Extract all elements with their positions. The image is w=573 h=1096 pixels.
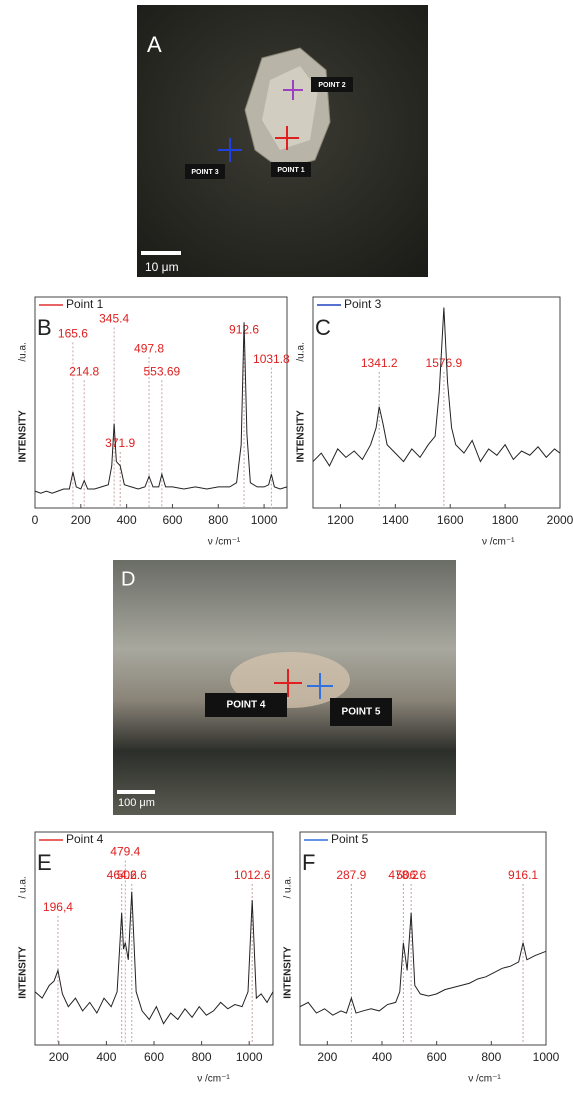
x-tick-label: 1000 [251,513,278,527]
scale-label: 100 μm [118,797,155,809]
y-axis-unit: / u.a. [18,876,29,898]
legend-label: Point 5 [331,832,369,846]
x-tick-label: 400 [372,1050,392,1064]
x-tick-label: 1000 [533,1050,560,1064]
y-axis-label: INTENSITY [296,410,307,463]
peak-label: 287.9 [336,868,366,882]
peak-label: 371.9 [105,436,135,450]
peak-label: 1341.2 [361,356,398,370]
scale-label: 10 μm [145,260,179,274]
y-axis-unit: /u.a. [18,342,29,361]
micrograph-a: POINT 2 POINT 1 POINT 3 A 10 μm [137,5,428,277]
panel-letter: D [121,568,135,590]
x-axis-label: ν /cm⁻¹ [482,537,515,548]
figure: POINT 2POINT 1POINT 3A10 μm POINT 4POINT… [0,0,573,1096]
y-axis-unit: /u.a. [296,342,307,361]
x-tick-label: 800 [192,1050,212,1064]
peak-label: 1576.9 [426,356,463,370]
x-tick-label: 2000 [547,513,573,527]
x-tick-label: 1000 [236,1050,263,1064]
peak-label: 196,4 [43,900,73,914]
spectrum-line [313,308,560,466]
x-tick-label: 600 [162,513,182,527]
y-axis-label: INTENSITY [18,946,29,999]
x-tick-label: 1400 [382,513,409,527]
x-tick-label: 200 [317,1050,337,1064]
x-tick-label: 800 [481,1050,501,1064]
x-tick-label: 1200 [327,513,354,527]
peak-label: 1012.6 [234,868,271,882]
point-label: POINT 1 [277,167,304,174]
x-tick-label: 400 [96,1050,116,1064]
peak-label: 506.6 [117,868,147,882]
peak-label: 916.1 [508,868,538,882]
x-tick-label: 1800 [492,513,519,527]
x-tick-label: 200 [71,513,91,527]
plot-frame [35,832,273,1045]
page: {"images": [ {"panel": "A", "points": ["… [0,0,573,1096]
point-label: POINT 4 [227,700,266,711]
x-axis-label: ν /cm⁻¹ [197,1074,230,1085]
peak-label: 214.8 [69,364,99,378]
peak-label: 165.6 [58,326,88,340]
legend-label: Point 4 [66,832,104,846]
micrograph-d: POINT 4 POINT 5 D 100 μm [113,560,456,815]
y-axis-label: INTENSITY [18,410,29,463]
peak-label: 345.4 [99,312,129,326]
x-tick-label: 400 [117,513,137,527]
peak-label: 1031.8 [253,352,290,366]
x-tick-label: 200 [49,1050,69,1064]
x-tick-label: 0 [32,513,39,527]
peak-label: 553.69 [143,364,180,378]
point-label: POINT 3 [191,169,218,176]
y-axis-label: INTENSITY [283,946,294,999]
x-tick-label: 800 [208,513,228,527]
plot-frame [313,297,560,508]
panel-letter: E [37,850,52,875]
peak-label: 479.4 [110,845,140,859]
panel-letter: C [315,315,331,340]
x-tick-label: 600 [144,1050,164,1064]
spectrum-line [300,913,546,1015]
panel-letter: F [302,850,315,875]
panel-letter: B [37,315,52,340]
x-axis-label: ν /cm⁻¹ [208,537,241,548]
x-tick-label: 1600 [437,513,464,527]
peak-label: 506.6 [396,868,426,882]
panel-letter: A [147,32,162,57]
legend-label: Point 3 [344,297,382,311]
y-axis-unit: / u.a. [283,876,294,898]
peak-label: 497.8 [134,341,164,355]
legend-label: Point 1 [66,297,104,311]
x-tick-label: 600 [427,1050,447,1064]
point-label: POINT 2 [318,82,345,89]
point-label: POINT 5 [342,707,381,718]
x-axis-label: ν /cm⁻¹ [468,1074,501,1085]
